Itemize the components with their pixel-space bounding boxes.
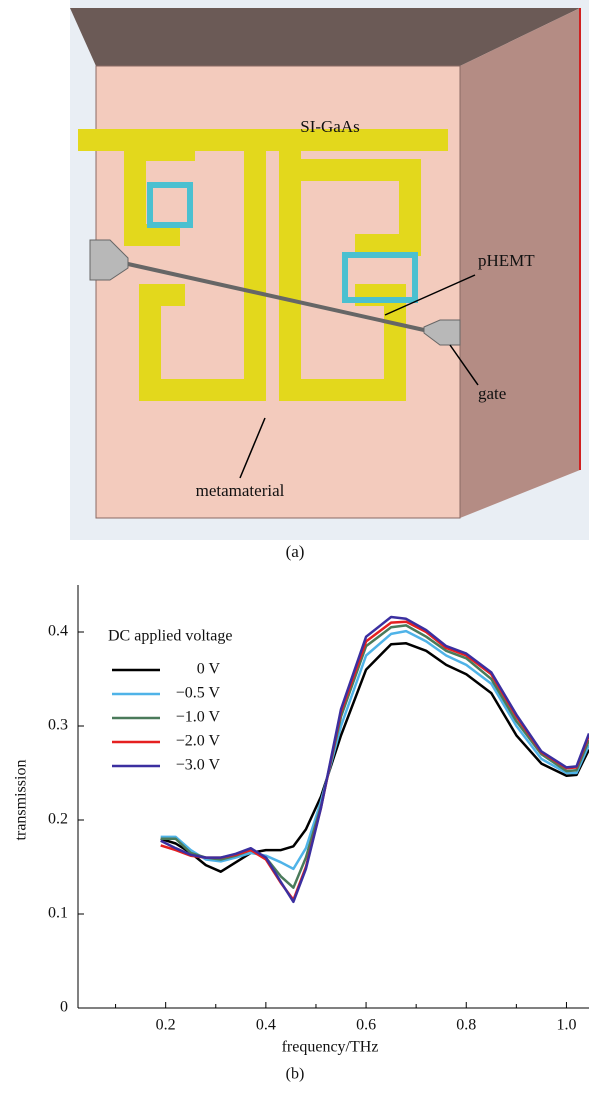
series-line (161, 631, 589, 869)
caption: (a) (286, 542, 305, 561)
device-drawing: SI-GaAs pHEMT gate metamaterial (70, 0, 589, 540)
legend-label: −1.0 V (176, 709, 221, 726)
legend-label: 0 V (197, 661, 221, 678)
y-tick-label: 0.1 (48, 905, 68, 922)
y-tick-label: 0.3 (48, 717, 68, 734)
legend-label: −0.5 V (176, 685, 221, 702)
x-tick-label: 0.6 (356, 1017, 376, 1034)
y-tick-label: 0 (60, 999, 68, 1016)
metamaterial-label: metamaterial (196, 481, 285, 500)
series-line (161, 625, 589, 887)
substrate-label: SI-GaAs (300, 117, 360, 136)
legend-label: −3.0 V (176, 757, 221, 774)
x-tick-label: 0.4 (256, 1017, 276, 1034)
legend-label: −2.0 V (176, 733, 221, 750)
x-axis-label: frequency/THz (282, 1039, 379, 1056)
caption: (b) (286, 1066, 305, 1083)
gate-label: gate (478, 384, 506, 403)
x-tick-label: 0.8 (456, 1017, 476, 1034)
series-line (161, 643, 589, 871)
legend-title: DC applied voltage (108, 628, 232, 645)
y-tick-label: 0.4 (48, 623, 68, 640)
y-axis-label: transmission (13, 760, 30, 841)
x-tick-label: 1.0 (556, 1017, 576, 1034)
figure: SI-GaAs pHEMT gate metamaterial (a) tran… (0, 0, 589, 1096)
y-tick-label: 0.2 (48, 811, 68, 828)
x-tick-label: 0.2 (156, 1017, 176, 1034)
transistor-label: pHEMT (478, 251, 535, 270)
